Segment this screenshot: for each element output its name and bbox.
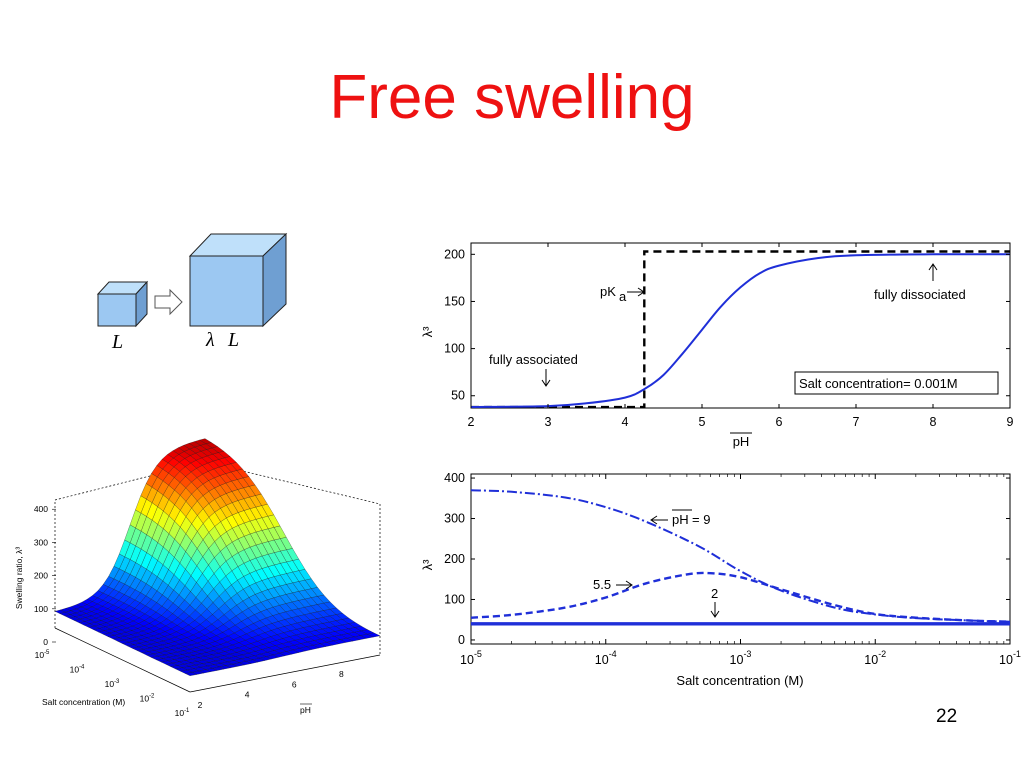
salt-tick-exponent: -2 — [149, 694, 155, 700]
annotation-pka-subscript: a — [619, 289, 627, 304]
x-tick-base: 10 — [730, 653, 744, 667]
y-axis-label: λ³ — [420, 326, 435, 338]
x-tick-exponent: -4 — [609, 649, 617, 659]
z-tick-label: 200 — [34, 571, 48, 581]
x-tick-base: 10 — [595, 653, 609, 667]
x-tick-exponent: -5 — [474, 649, 482, 659]
x-tick-label: 8 — [930, 415, 937, 429]
arrow-down-head — [541, 379, 551, 387]
x-tick-exponent: -3 — [743, 649, 751, 659]
large-cube-label-lambda: λ — [205, 329, 215, 351]
small-cube-label: L — [111, 331, 123, 353]
y-tick-label: 100 — [444, 592, 465, 606]
arrow-right-head — [625, 580, 633, 590]
surface-mesh — [54, 438, 381, 676]
y-tick-label: 100 — [444, 342, 465, 356]
x-tick-label: 10-2 — [864, 649, 886, 667]
x-tick-label: 5 — [699, 415, 706, 429]
swelling-curve — [470, 253, 1011, 409]
z-tick-label: 0 — [43, 637, 48, 647]
salt-tick-label: 10-4 — [70, 665, 85, 675]
z-tick-label: 300 — [34, 537, 48, 547]
y-tick-label: 300 — [444, 512, 465, 526]
x-tick-label: 9 — [1007, 415, 1014, 429]
arrow-right-head — [637, 287, 645, 297]
z-tick-label: 400 — [34, 504, 48, 514]
z-tick-label: 100 — [34, 604, 48, 614]
annotation-pka: pK — [600, 284, 616, 299]
y-tick-label: 50 — [451, 389, 465, 403]
x-tick-label: 6 — [776, 415, 783, 429]
legend-text: Salt concentration= 0.001M — [799, 376, 958, 391]
annotation-ph2: 2 — [711, 586, 718, 601]
x-tick-label: 7 — [853, 415, 860, 429]
x-tick-label: 2 — [468, 415, 475, 429]
x-tick-exponent: -2 — [878, 649, 886, 659]
curve-ph-5-5 — [470, 571, 1011, 623]
x-axis-label: Salt concentration (M) — [676, 673, 803, 688]
salt-tick-base: 10 — [140, 694, 150, 704]
y-tick-label: 0 — [458, 633, 465, 647]
salt-tick-exponent: -4 — [79, 665, 85, 671]
ph-tick-label: 6 — [292, 679, 297, 689]
annotation-fully-associated: fully associated — [489, 352, 578, 367]
large-cube — [188, 232, 288, 328]
salt-tick-base: 10 — [35, 650, 45, 660]
plot-frame — [470, 473, 1011, 645]
slide-title: Free swelling — [329, 63, 695, 132]
y-tick-label: 200 — [444, 552, 465, 566]
arrow-right-icon — [154, 288, 183, 316]
arrow-left-head — [650, 515, 658, 525]
salt-tick-base: 10 — [70, 665, 80, 675]
x-tick-label: 3 — [545, 415, 552, 429]
ph-tick-label: 8 — [339, 669, 344, 679]
salt-tick-exponent: -3 — [114, 679, 120, 685]
annotation-fully-dissociated: fully dissociated — [874, 287, 966, 302]
dashed-limit-line — [471, 250, 1010, 409]
x-tick-label: 4 — [622, 415, 629, 429]
x-tick-label: 10-3 — [730, 649, 752, 667]
y-tick-label: 150 — [444, 294, 465, 308]
x-tick-label: 10-1 — [999, 649, 1021, 667]
salt-tick-label: 10-1 — [175, 708, 190, 718]
x-axis-label: pH — [300, 705, 311, 715]
y-tick-label: 200 — [444, 247, 465, 261]
arrow-up-head — [928, 263, 938, 271]
ph-tick-label: 4 — [245, 690, 250, 700]
salt-tick-label: 10-2 — [140, 694, 155, 704]
salt-tick-base: 10 — [105, 679, 115, 689]
x-tick-label: 10-5 — [460, 649, 482, 667]
arrow-down-head — [710, 610, 720, 618]
large-cube-label-l: L — [227, 329, 239, 351]
small-cube — [96, 280, 149, 328]
x-tick-base: 10 — [864, 653, 878, 667]
x-tick-exponent: -1 — [1013, 649, 1021, 659]
annotation-ph9-value: = 9 — [692, 512, 710, 527]
x-tick-base: 10 — [460, 653, 474, 667]
x-axis-label: pH — [733, 434, 750, 449]
x-tick-base: 10 — [999, 653, 1013, 667]
annotation-ph9-label: pH — [672, 512, 689, 527]
salt-tick-base: 10 — [175, 708, 185, 718]
cube-diagram: L λ L — [96, 232, 288, 353]
z-axis-label: Swelling ratio, λ³ — [14, 547, 24, 610]
salt-tick-exponent: -1 — [184, 708, 190, 714]
salt-tick-label: 10-5 — [35, 650, 50, 660]
y-axis-label: Salt concentration (M) — [42, 697, 125, 707]
x-tick-label: 10-4 — [595, 649, 617, 667]
salt-tick-exponent: -5 — [44, 650, 50, 656]
ph-tick-label: 2 — [198, 700, 203, 710]
legend-box — [794, 371, 999, 395]
annotation-ph55: 5.5 — [593, 577, 611, 592]
y-axis-label: λ³ — [420, 559, 435, 571]
page-number: 22 — [936, 706, 958, 727]
y-tick-label: 400 — [444, 471, 465, 485]
salt-tick-label: 10-3 — [105, 679, 120, 689]
surface-patch — [54, 609, 66, 614]
